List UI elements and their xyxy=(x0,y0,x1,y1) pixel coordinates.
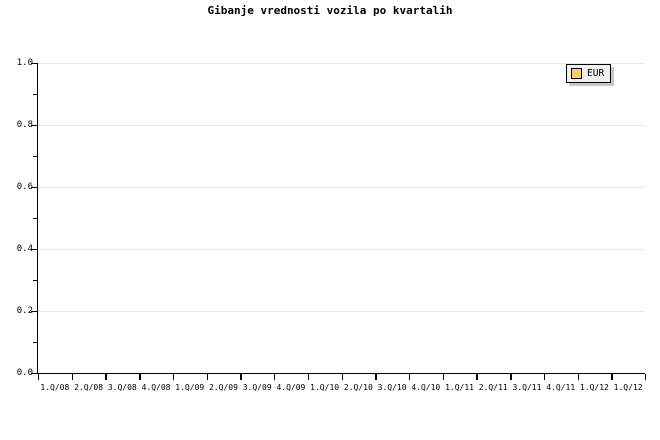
x-axis-tick-label: 4.Q/08 xyxy=(141,383,171,392)
x-axis-tick-label: 1.Q/08 xyxy=(40,383,70,392)
y-axis-tick-label: 0.0 xyxy=(16,368,33,378)
x-axis-tick-label: 1.Q/12 xyxy=(613,383,643,392)
x-axis-tick xyxy=(206,374,208,380)
x-axis-tick-label: 3.Q/10 xyxy=(377,383,407,392)
x-axis-tick-label: 1.Q/12 xyxy=(579,383,609,392)
y-axis-minor-tick xyxy=(33,280,37,282)
x-axis-tick xyxy=(577,374,579,380)
x-axis-tick xyxy=(442,374,445,380)
y-axis-tick xyxy=(31,311,37,313)
y-axis-tick xyxy=(31,249,37,251)
y-axis-tick-label: 0.8 xyxy=(16,120,33,130)
x-axis-tick-label: 4.Q/11 xyxy=(546,383,576,392)
x-axis-tick-label: 4.Q/10 xyxy=(411,383,441,392)
x-axis-tick xyxy=(274,374,276,380)
x-axis-line xyxy=(37,373,645,375)
x-axis-tick-label: 1.Q/10 xyxy=(310,383,340,392)
chart-title: Gibanje vrednosti vozila po kvartalih xyxy=(207,4,453,17)
y-axis-tick-label: 0.2 xyxy=(16,306,33,316)
y-axis-minor-tick xyxy=(33,156,37,158)
x-axis-tick-label: 1.Q/11 xyxy=(445,383,474,392)
x-axis-tick xyxy=(408,374,411,380)
x-axis-tick xyxy=(375,374,377,380)
x-axis-tick-label: 4.Q/09 xyxy=(276,383,306,392)
gridline xyxy=(38,249,645,250)
y-axis-tick-label: 1.0 xyxy=(16,58,33,68)
x-axis-tick-label: 3.Q/08 xyxy=(107,383,137,392)
gridline xyxy=(38,311,645,312)
x-axis-tick-label: 2.Q/10 xyxy=(343,383,373,392)
y-axis-tick-label: 0.6 xyxy=(16,182,33,192)
x-axis-tick xyxy=(645,374,647,380)
x-axis-tick-label: 2.Q/08 xyxy=(74,383,104,392)
chart-legend[interactable]: EUR xyxy=(566,64,612,83)
x-axis-tick xyxy=(543,374,546,380)
x-axis-tick-label: 3.Q/11 xyxy=(512,383,542,392)
y-axis-tick xyxy=(31,373,37,375)
x-axis-tick xyxy=(476,374,478,380)
y-axis-tick-label: 0.4 xyxy=(16,244,33,254)
x-axis-tick xyxy=(510,374,512,380)
y-axis-minor-tick xyxy=(33,94,37,96)
x-axis-tick xyxy=(611,374,613,380)
x-axis-tick-label: 1.Q/09 xyxy=(175,383,205,392)
x-axis-tick xyxy=(341,374,343,380)
x-axis-tick xyxy=(307,374,310,380)
y-axis-minor-tick xyxy=(33,342,37,344)
x-axis-tick-label: 2.Q/11 xyxy=(478,383,508,392)
y-axis-line xyxy=(37,63,39,374)
x-axis-tick xyxy=(71,374,74,380)
x-axis-tick xyxy=(139,374,141,380)
gridline xyxy=(38,125,645,126)
y-axis-minor-tick xyxy=(33,218,37,220)
x-axis-tick-label: 2.Q/09 xyxy=(209,383,238,392)
y-axis-tick xyxy=(31,187,37,189)
plot-area xyxy=(38,63,645,373)
gridline xyxy=(38,187,645,188)
legend-label-eur: EUR xyxy=(587,68,605,79)
y-axis-tick xyxy=(31,63,37,65)
x-axis-tick xyxy=(38,374,40,380)
gridline xyxy=(38,63,645,64)
x-axis-tick xyxy=(240,374,242,380)
legend-swatch-eur xyxy=(571,68,582,79)
x-axis-tick xyxy=(172,374,175,380)
x-axis-tick-label: 3.Q/09 xyxy=(242,383,272,392)
y-axis-tick xyxy=(31,125,37,127)
x-axis-tick xyxy=(105,374,107,380)
y-axis-tick-labels: 0.0 0.2 0.4 0.6 0.8 1.0 xyxy=(0,0,33,440)
